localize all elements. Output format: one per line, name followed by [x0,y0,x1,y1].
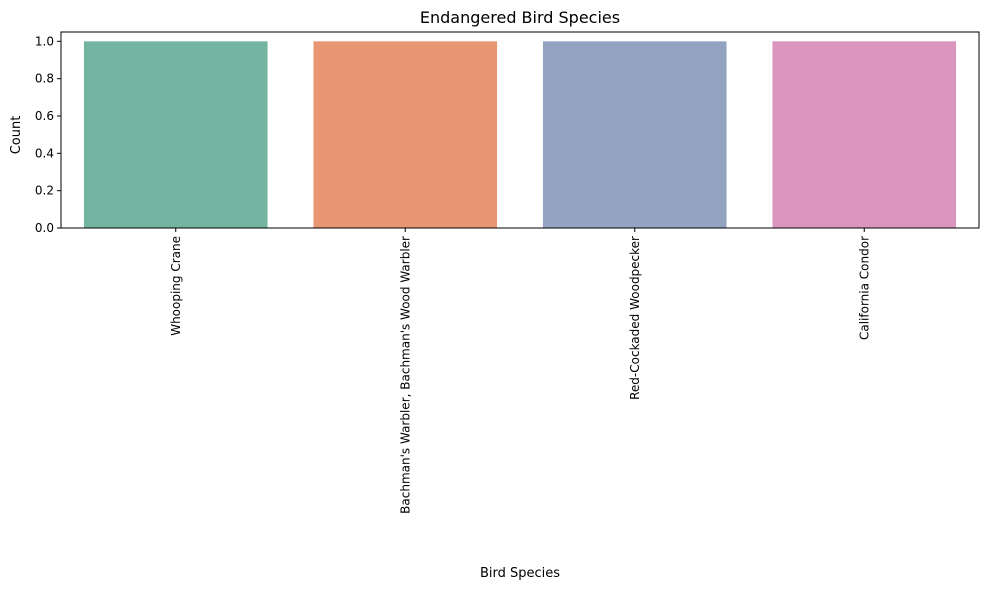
x-tick-label: Bachman's Warbler, Bachman's Wood Warble… [398,236,412,514]
x-axis-label: Bird Species [480,566,560,581]
y-tick-label: 0.2 [35,184,54,198]
x-tick-label: Red-Cockaded Woodpecker [628,236,642,400]
y-tick-label: 1.0 [35,34,54,48]
plot-frame [60,31,980,229]
x-ticks-layer: Whooping Crane Bachman's Warbler, Bachman… [169,228,871,514]
bars-layer [83,41,957,228]
y-ticks-layer: 0.0 0.2 0.4 0.6 0.8 1.0 [35,34,61,235]
x-tick-label: California Condor [857,236,871,340]
x-tick-label: Whooping Crane [169,236,183,336]
y-tick-label: 0.4 [35,146,54,160]
y-tick-label: 0.0 [35,221,54,235]
bar-2 [313,41,498,228]
chart-title: Endangered Bird Species [420,8,620,27]
bar-3 [542,41,727,228]
bar-4 [772,41,957,228]
y-tick-label: 0.6 [35,109,54,123]
bar-1 [83,41,268,228]
y-tick-label: 0.8 [35,72,54,86]
y-axis-label: Count [9,116,24,155]
